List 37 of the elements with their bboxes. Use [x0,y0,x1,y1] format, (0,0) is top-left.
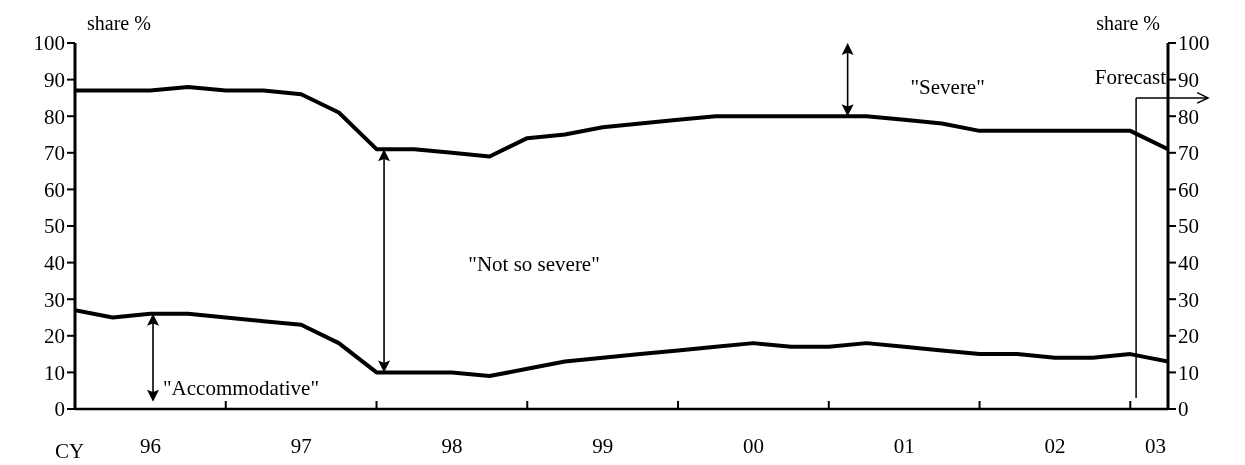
annotation: "Severe" [910,74,985,100]
annotation: "Not so severe" [468,251,600,277]
y-tick-label: 100 [33,31,65,56]
x-tick-label: 01 [893,434,915,458]
x-tick-label: 97 [290,434,312,458]
x-tick-label: 00 [742,434,764,458]
x-tick-label: 99 [592,434,614,458]
y-tick-label: 0 [54,397,65,422]
x-axis-title: CY [55,439,85,464]
y-tick-label: 80 [44,104,65,129]
ref-line-label: Forecast [1094,64,1166,90]
y2-axis-title: share % [1096,12,1160,35]
y-axis-title: share % [87,12,151,35]
y-tick-label: 60 [44,177,65,202]
y-tick-label: 50 [44,214,65,239]
y2-tick-label: 50 [1178,214,1199,239]
y-tick-label: 20 [44,324,65,349]
y-tick-label: 10 [44,360,65,385]
x-tick-label: 98 [441,434,463,458]
y2-tick-label: 30 [1178,287,1199,312]
y2-tick-label: 70 [1178,141,1199,166]
y-tick-label: 30 [44,287,65,312]
x-tick-label: 96 [139,434,161,458]
y2-tick-label: 90 [1178,68,1199,93]
y2-tick-label: 100 [1178,31,1210,56]
x-tick-label: 02 [1044,434,1066,458]
y2-tick-label: 0 [1178,397,1189,422]
y-tick-label: 40 [44,251,65,276]
y-tick-label: 70 [44,141,65,166]
y2-tick-label: 10 [1178,360,1199,385]
y2-tick-label: 40 [1178,251,1199,276]
y2-tick-label: 60 [1178,177,1199,202]
annotation: "Accommodative" [163,375,319,401]
x-tick-label: 03 [1144,434,1166,458]
y2-tick-label: 20 [1178,324,1199,349]
y2-tick-label: 80 [1178,104,1199,129]
y-tick-label: 90 [44,68,65,93]
